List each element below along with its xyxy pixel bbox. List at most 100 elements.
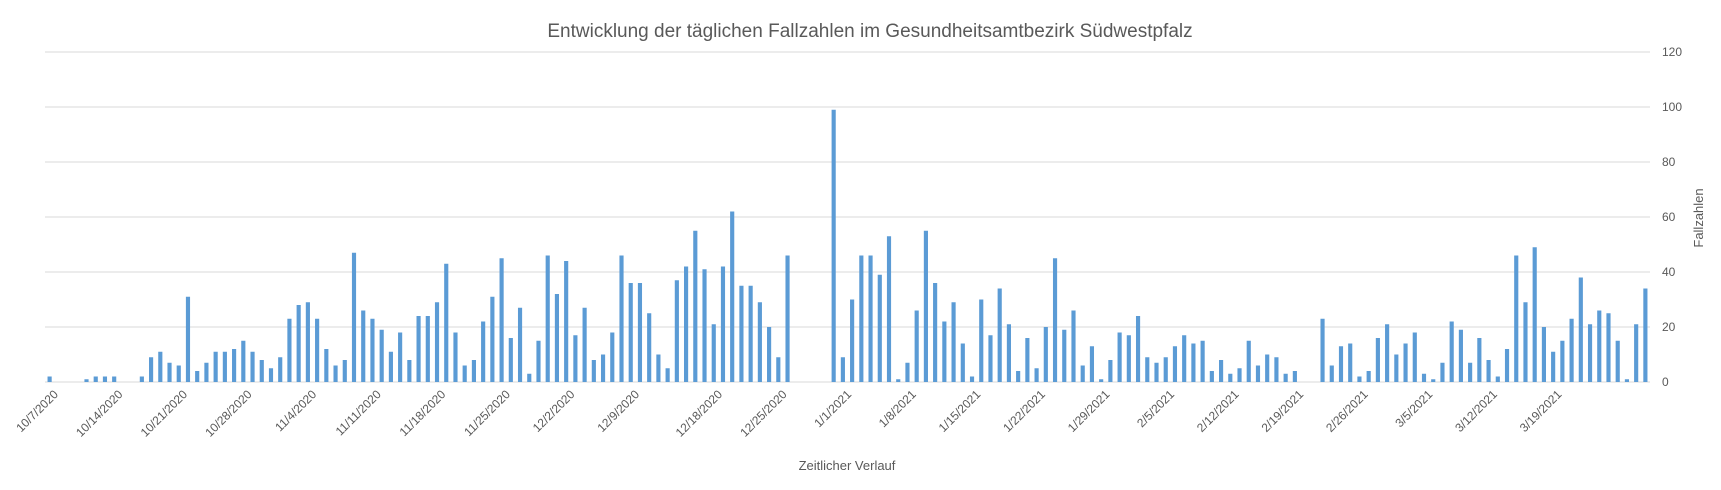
bar — [785, 255, 790, 382]
y-tick-label: 80 — [1662, 155, 1676, 169]
bar — [1265, 354, 1270, 382]
bar — [693, 230, 698, 382]
bar — [905, 362, 910, 382]
bar — [840, 357, 845, 382]
bar — [453, 332, 458, 382]
bar — [1274, 357, 1279, 382]
y-axis-title: Fallzahlen — [1691, 188, 1706, 247]
bar — [222, 351, 227, 382]
bar — [425, 316, 430, 382]
bar — [1597, 310, 1602, 382]
bar — [167, 362, 172, 382]
bar — [278, 357, 283, 382]
bar — [444, 263, 449, 382]
bar — [1283, 373, 1288, 382]
bar — [647, 313, 652, 382]
bar — [554, 294, 560, 382]
bar — [545, 255, 550, 382]
bar — [195, 371, 200, 382]
bar — [711, 324, 716, 382]
bar — [1551, 351, 1556, 382]
x-tick-label: 12/25/2020 — [737, 387, 790, 440]
bar — [1421, 373, 1427, 382]
bar — [1016, 371, 1021, 382]
bar — [656, 354, 661, 382]
bar — [536, 340, 541, 382]
x-tick-label: 2/12/2021 — [1194, 387, 1242, 435]
x-tick-label: 10/28/2020 — [202, 387, 255, 440]
bar — [259, 360, 264, 382]
bar — [213, 351, 218, 382]
bar — [951, 302, 956, 382]
bar — [674, 280, 679, 382]
bar — [1320, 318, 1325, 382]
bar — [112, 376, 117, 382]
bar — [398, 332, 403, 382]
x-tick-label: 10/14/2020 — [73, 387, 126, 440]
bar — [767, 327, 772, 382]
bar — [471, 360, 476, 382]
bar — [268, 368, 274, 382]
bar — [149, 357, 154, 382]
bar — [1477, 338, 1482, 382]
bar — [508, 338, 513, 382]
bar — [776, 357, 781, 382]
bar — [942, 321, 947, 382]
bar — [1587, 324, 1593, 382]
x-tick-label: 12/18/2020 — [673, 387, 726, 440]
bar — [702, 269, 707, 382]
bar — [720, 266, 726, 382]
bar — [1523, 302, 1528, 382]
bar — [988, 335, 993, 382]
bar — [499, 258, 504, 382]
bar — [637, 283, 643, 382]
bar — [1634, 324, 1639, 382]
x-tick-label: 2/19/2021 — [1259, 387, 1307, 435]
bar — [1578, 277, 1583, 382]
bar — [1099, 379, 1104, 382]
bar — [748, 285, 753, 382]
bar — [886, 236, 892, 382]
bar — [868, 255, 873, 382]
bar — [204, 362, 209, 382]
bar — [1237, 368, 1242, 382]
bar — [757, 302, 762, 382]
bar — [407, 360, 412, 382]
x-tick-label: 3/12/2021 — [1452, 387, 1500, 435]
bar — [1431, 379, 1436, 382]
bar — [1375, 338, 1380, 382]
bar — [185, 296, 191, 382]
bar — [1108, 360, 1113, 382]
bar — [1052, 258, 1058, 382]
bar — [47, 376, 52, 382]
bar — [914, 310, 919, 382]
bar — [665, 368, 670, 382]
bar — [1135, 316, 1141, 382]
bar — [1228, 373, 1233, 382]
bar — [333, 365, 338, 382]
bar — [600, 354, 606, 382]
bar — [1329, 365, 1334, 382]
bar — [1062, 329, 1067, 382]
x-tick-label: 12/9/2020 — [594, 387, 642, 435]
bar — [1514, 255, 1519, 382]
bars — [47, 109, 1648, 382]
bar — [388, 351, 393, 382]
bar — [1449, 321, 1454, 382]
bar — [1089, 346, 1095, 382]
x-tick-label: 12/2/2020 — [530, 387, 578, 435]
x-tick-label: 1/15/2021 — [936, 387, 984, 435]
bar — [1172, 346, 1178, 382]
bar — [1246, 340, 1251, 382]
bar — [1080, 365, 1085, 382]
x-tick-label: 3/19/2021 — [1517, 387, 1565, 435]
bar — [416, 316, 421, 382]
bar — [1043, 327, 1048, 382]
x-tick-label: 1/22/2021 — [1000, 387, 1048, 435]
bar — [684, 266, 689, 382]
bar — [969, 376, 975, 382]
bar — [610, 332, 615, 382]
bar — [102, 376, 108, 382]
bar — [315, 318, 320, 382]
y-tick-label: 60 — [1662, 210, 1676, 224]
